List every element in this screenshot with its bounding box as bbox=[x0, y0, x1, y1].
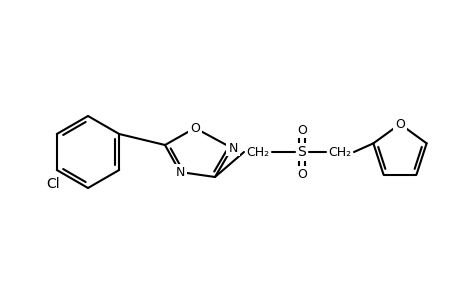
Text: Cl: Cl bbox=[46, 177, 60, 191]
Text: CH₂: CH₂ bbox=[328, 146, 351, 158]
Text: O: O bbox=[297, 167, 306, 181]
Text: O: O bbox=[394, 118, 404, 130]
Text: N: N bbox=[228, 142, 237, 154]
Text: O: O bbox=[297, 124, 306, 136]
Text: S: S bbox=[297, 145, 306, 159]
Text: CH₂: CH₂ bbox=[246, 146, 269, 158]
Text: O: O bbox=[190, 122, 200, 134]
Text: N: N bbox=[175, 166, 184, 178]
